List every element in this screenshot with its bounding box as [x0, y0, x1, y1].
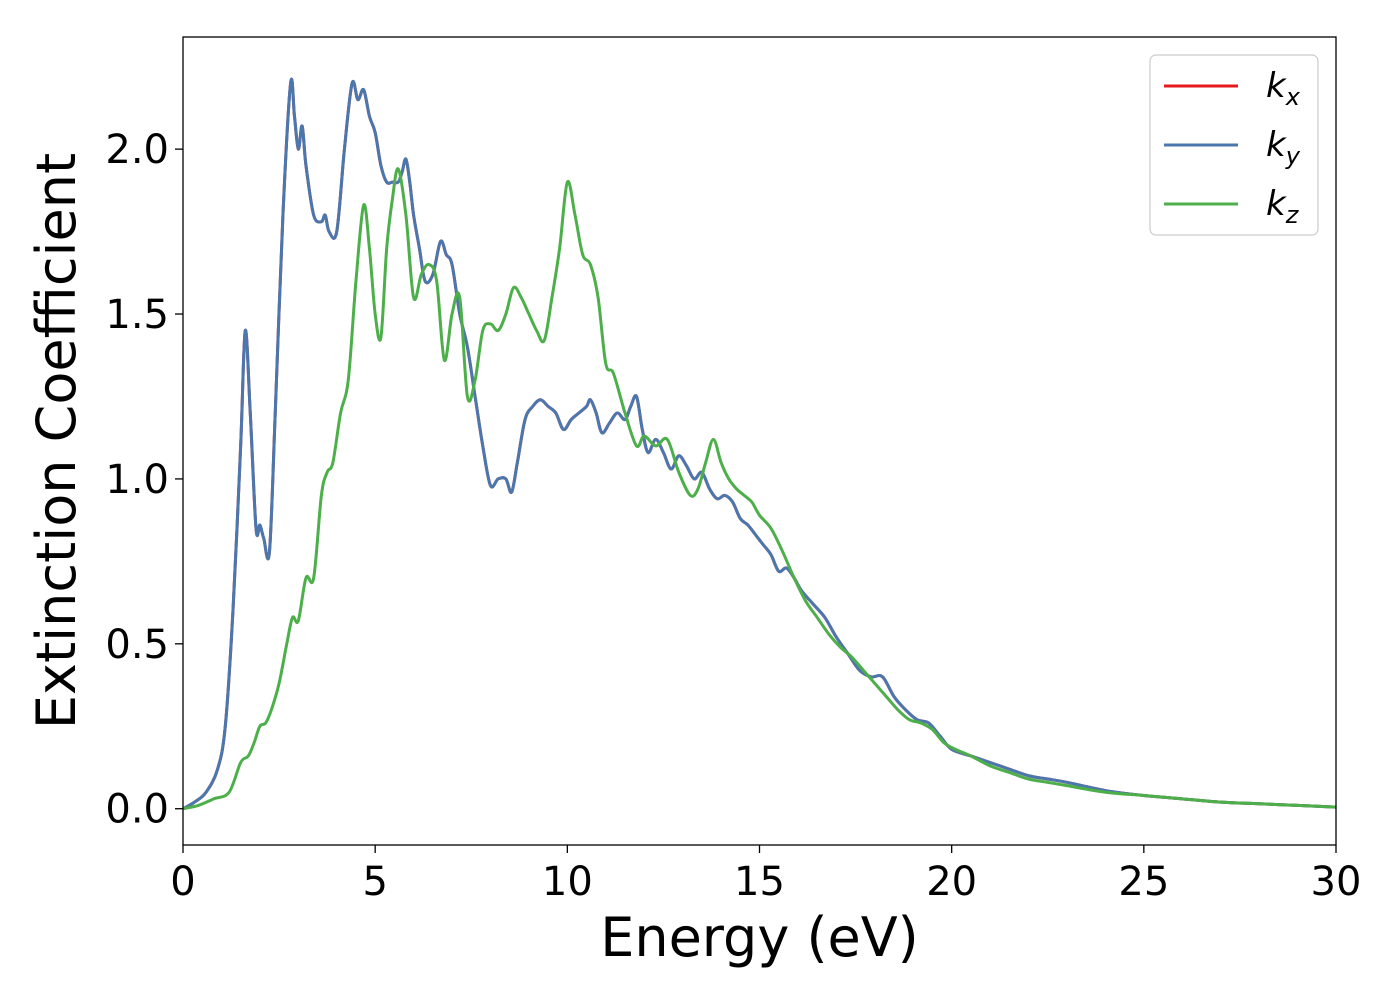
x-axis-label: Energy (eV)	[600, 906, 919, 969]
x-tick-label: 25	[1118, 859, 1169, 905]
legend-label-z: kz	[1266, 184, 1300, 229]
legend: kx ky kz	[1149, 54, 1319, 236]
legend-label-x: kx	[1266, 66, 1301, 111]
y-tick-label: 1.0	[105, 457, 169, 503]
y-tick-label: 0.0	[105, 787, 169, 833]
y-axis-label: Extinction Coefficient	[25, 153, 88, 729]
y-tick-label: 2.0	[105, 127, 169, 173]
x-axis-ticks: 0 5 10 15 20 25 30	[170, 845, 1361, 905]
x-tick-label: 0	[170, 859, 195, 905]
x-tick-label: 10	[542, 859, 593, 905]
y-tick-label: 1.5	[105, 292, 169, 338]
series-layer	[183, 77, 1336, 811]
x-tick-label: 20	[926, 859, 977, 905]
series-line-z	[183, 167, 1336, 811]
x-tick-label: 5	[362, 859, 387, 905]
x-tick-label: 15	[734, 859, 785, 905]
y-tick-label: 0.5	[105, 622, 169, 668]
legend-label-y: ky	[1266, 125, 1301, 170]
y-axis-ticks: 0.0 0.5 1.0 1.5 2.0	[105, 127, 183, 833]
x-tick-label: 30	[1311, 859, 1362, 905]
